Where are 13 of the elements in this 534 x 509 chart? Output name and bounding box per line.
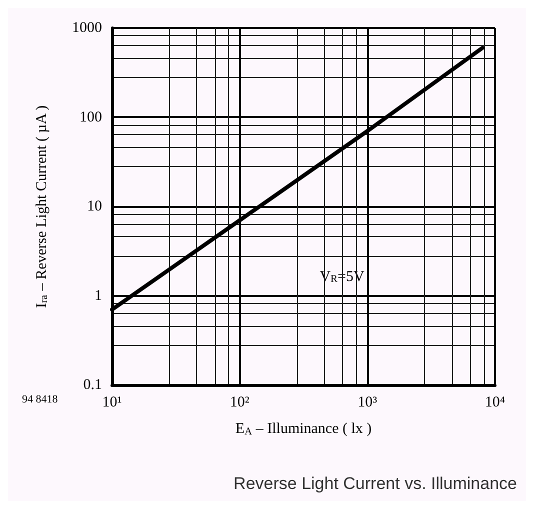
y-tick-label: 1: [94, 288, 102, 304]
y-tick-label: 10: [87, 198, 102, 214]
x-axis-title: EA – Illuminance ( lx ): [235, 421, 372, 438]
y-tick-label: 100: [80, 109, 102, 126]
y-tick-label: 0.1: [83, 377, 102, 393]
y-axis-title: Ira – Reverse Light Current ( µA ): [34, 105, 50, 308]
y-tick-label: 1000: [72, 20, 102, 36]
text: Reverse Light Current vs. Illuminance: [234, 474, 518, 493]
x-tick-label: 10⁴: [484, 394, 506, 410]
text: 94 8418: [22, 394, 58, 406]
x-tick-label: 10¹: [102, 394, 122, 410]
x-tick-label: 10²: [230, 394, 250, 410]
x-tick-label: 10³: [358, 394, 378, 410]
